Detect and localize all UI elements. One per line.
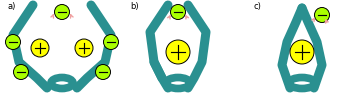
- Circle shape: [13, 64, 28, 80]
- Text: b): b): [130, 2, 139, 11]
- Circle shape: [103, 34, 119, 50]
- Text: c): c): [254, 2, 262, 11]
- Circle shape: [5, 34, 20, 50]
- Circle shape: [55, 5, 70, 19]
- Circle shape: [166, 40, 190, 64]
- Circle shape: [31, 39, 49, 57]
- Text: a): a): [7, 2, 15, 11]
- Ellipse shape: [289, 77, 315, 88]
- Circle shape: [314, 8, 329, 22]
- Ellipse shape: [51, 77, 73, 88]
- Circle shape: [75, 39, 93, 57]
- Circle shape: [290, 40, 314, 64]
- Circle shape: [95, 64, 111, 80]
- Circle shape: [170, 5, 186, 19]
- Ellipse shape: [166, 77, 190, 88]
